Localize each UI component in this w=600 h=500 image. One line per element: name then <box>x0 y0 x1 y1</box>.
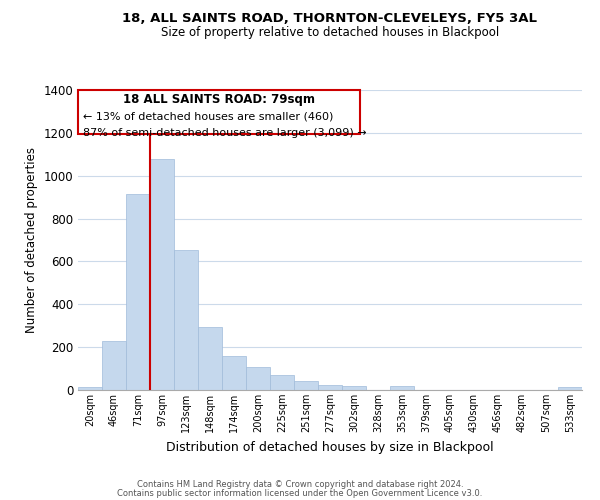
Bar <box>126 194 150 390</box>
Bar <box>342 386 366 390</box>
Bar <box>390 386 414 390</box>
Bar <box>102 341 126 390</box>
Text: 18 ALL SAINTS ROAD: 79sqm: 18 ALL SAINTS ROAD: 79sqm <box>123 92 315 106</box>
Y-axis label: Number of detached properties: Number of detached properties <box>25 147 38 333</box>
Bar <box>318 384 342 390</box>
X-axis label: Distribution of detached houses by size in Blackpool: Distribution of detached houses by size … <box>166 440 494 454</box>
Bar <box>198 328 222 390</box>
Bar <box>222 356 246 390</box>
Bar <box>150 159 174 390</box>
Bar <box>174 250 198 390</box>
Bar <box>246 367 270 390</box>
Text: Contains public sector information licensed under the Open Government Licence v3: Contains public sector information licen… <box>118 488 482 498</box>
Bar <box>558 388 582 390</box>
Text: 18, ALL SAINTS ROAD, THORNTON-CLEVELEYS, FY5 3AL: 18, ALL SAINTS ROAD, THORNTON-CLEVELEYS,… <box>122 12 538 26</box>
Bar <box>270 375 294 390</box>
Bar <box>78 387 102 390</box>
Text: Size of property relative to detached houses in Blackpool: Size of property relative to detached ho… <box>161 26 499 39</box>
Bar <box>294 381 318 390</box>
Text: Contains HM Land Registry data © Crown copyright and database right 2024.: Contains HM Land Registry data © Crown c… <box>137 480 463 489</box>
Text: ← 13% of detached houses are smaller (460): ← 13% of detached houses are smaller (46… <box>83 111 333 121</box>
Text: 87% of semi-detached houses are larger (3,099) →: 87% of semi-detached houses are larger (… <box>83 128 367 138</box>
